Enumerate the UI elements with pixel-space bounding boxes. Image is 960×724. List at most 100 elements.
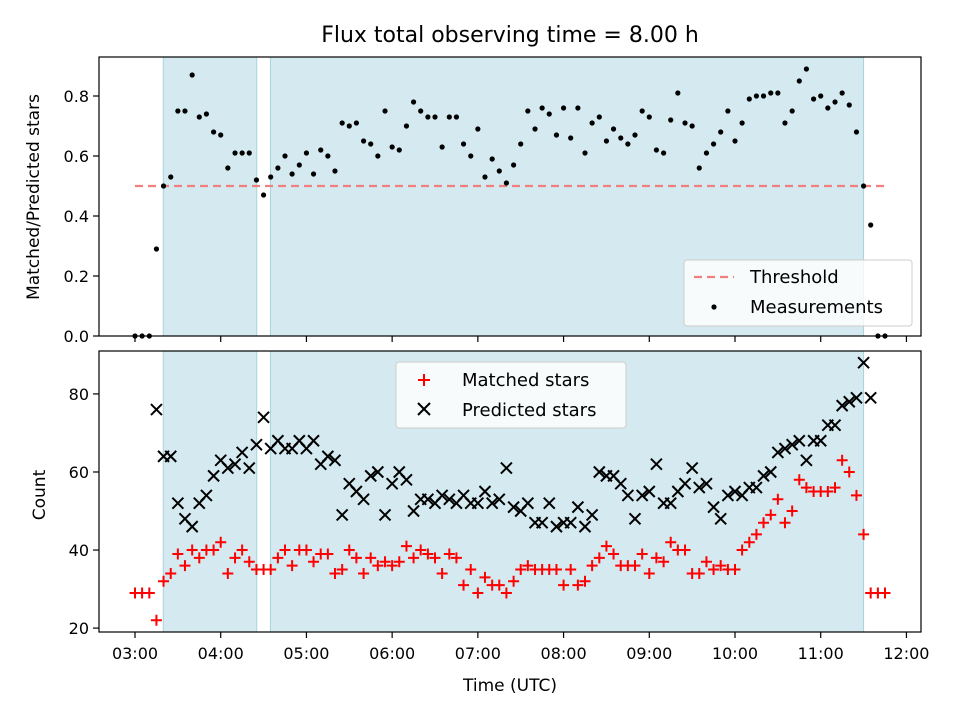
measurement-point xyxy=(303,150,310,156)
measurement-point xyxy=(718,129,724,135)
matched-star-marker xyxy=(650,552,662,564)
measurement-point xyxy=(375,153,381,159)
count-x-tick-label: 06:00 xyxy=(369,644,415,663)
count-x-tick-label: 04:00 xyxy=(198,644,244,663)
count-y-tick-label: 60 xyxy=(69,463,89,482)
predicted-star-marker xyxy=(443,493,456,506)
matched-star-marker xyxy=(429,552,441,564)
matched-star-marker xyxy=(179,560,191,572)
matched-star-marker xyxy=(322,548,334,560)
measurement-point xyxy=(653,147,660,153)
predicted-star-marker xyxy=(628,512,642,526)
predicted-star-marker xyxy=(243,461,256,475)
measurement-point xyxy=(168,174,174,180)
measurement-point xyxy=(775,90,781,96)
measurement-point xyxy=(475,126,481,132)
matched-star-marker xyxy=(443,548,455,560)
measurement-point xyxy=(668,117,674,123)
predicted-star-marker xyxy=(378,508,392,522)
measurement-point xyxy=(203,111,209,117)
matched-star-marker xyxy=(150,614,162,626)
count-y-tick-label: 20 xyxy=(69,619,89,638)
predicted-star-marker xyxy=(150,403,163,416)
matched-star-marker xyxy=(386,560,398,572)
measurement-point xyxy=(639,108,645,114)
predicted-star-marker xyxy=(700,477,713,490)
predicted-star-marker xyxy=(621,489,635,502)
matched-star-marker xyxy=(358,567,370,579)
predicted-star-marker xyxy=(578,520,592,533)
matched-star-marker xyxy=(336,564,348,576)
measurement-point xyxy=(518,141,524,147)
matched-star-marker xyxy=(300,544,312,556)
matched-star-marker xyxy=(836,454,848,466)
predicted-star-marker xyxy=(814,434,827,447)
predicted-star-marker xyxy=(250,438,263,451)
measurements-legend-label: Measurements xyxy=(750,297,883,318)
ratio-legend: Threshold Measurements xyxy=(683,259,913,327)
predicted-star-marker xyxy=(714,512,727,526)
measurement-point xyxy=(860,183,867,189)
count-x-tick-label: 08:00 xyxy=(541,644,587,663)
predicted-star-marker xyxy=(364,469,377,483)
predicted-star-marker xyxy=(221,461,235,475)
measurements-legend-swatch xyxy=(711,304,717,310)
predicted-star-marker xyxy=(171,497,185,510)
measurement-point xyxy=(253,177,260,183)
predicted-star-marker xyxy=(164,450,177,463)
predicted-star-marker xyxy=(593,465,606,479)
measurement-point xyxy=(296,162,302,168)
measurement-point xyxy=(439,144,445,150)
measurement-point xyxy=(675,90,681,96)
count-x-axis-label: Time (UTC) xyxy=(462,676,557,696)
predicted-star-marker xyxy=(471,497,485,510)
predicted-star-marker xyxy=(328,454,342,467)
matched-stars-points xyxy=(129,454,891,626)
count-x-tick-label: 03:00 xyxy=(112,644,158,663)
measurement-point xyxy=(396,147,402,153)
measurement-point xyxy=(746,96,752,102)
measurement-point xyxy=(682,120,688,126)
predicted-star-marker xyxy=(535,516,549,529)
matched-star-marker xyxy=(172,548,184,560)
predicted-stars-points xyxy=(150,356,877,533)
ratio-axes: 0.0 0.2 0.4 0.6 0.8 xyxy=(64,56,922,346)
measurement-point xyxy=(553,132,560,138)
measurement-point xyxy=(839,90,845,96)
measurement-point xyxy=(225,165,231,171)
matched-star-marker xyxy=(343,544,355,556)
predicted-star-marker xyxy=(371,465,385,479)
count-x-tick-label: 12:00 xyxy=(883,644,929,663)
measurement-point xyxy=(425,114,431,120)
measurement-point xyxy=(189,72,195,78)
measurement-point xyxy=(332,168,338,174)
predicted-star-marker xyxy=(864,391,877,405)
matched-star-marker xyxy=(450,552,462,564)
measurement-point xyxy=(575,105,581,111)
measurement-point xyxy=(846,102,852,108)
matched-star-marker xyxy=(493,579,505,591)
measurement-point xyxy=(275,165,281,171)
matched-star-marker xyxy=(465,564,477,576)
predicted-star-marker xyxy=(635,489,649,502)
predicted-star-marker xyxy=(543,497,556,510)
predicted-star-marker xyxy=(585,508,599,522)
matched-stars-legend-swatch xyxy=(418,374,430,386)
matched-star-marker xyxy=(629,560,641,572)
matched-star-marker xyxy=(658,556,670,568)
measurement-point xyxy=(368,141,374,147)
measurement-point xyxy=(596,114,602,120)
measurement-point xyxy=(739,120,745,126)
measurement-point xyxy=(618,135,624,141)
measurement-point xyxy=(832,99,838,105)
matched-star-marker xyxy=(793,474,805,486)
predicted-star-marker xyxy=(521,497,535,510)
matched-star-marker xyxy=(350,552,362,564)
ratio-y-tick-label: 0.6 xyxy=(64,147,89,166)
measurement-point xyxy=(318,147,324,153)
measurement-point xyxy=(532,126,538,132)
matched-star-marker xyxy=(222,567,234,579)
matched-star-marker xyxy=(850,489,862,501)
matched-star-marker xyxy=(693,567,705,579)
matched-star-marker xyxy=(243,556,255,568)
